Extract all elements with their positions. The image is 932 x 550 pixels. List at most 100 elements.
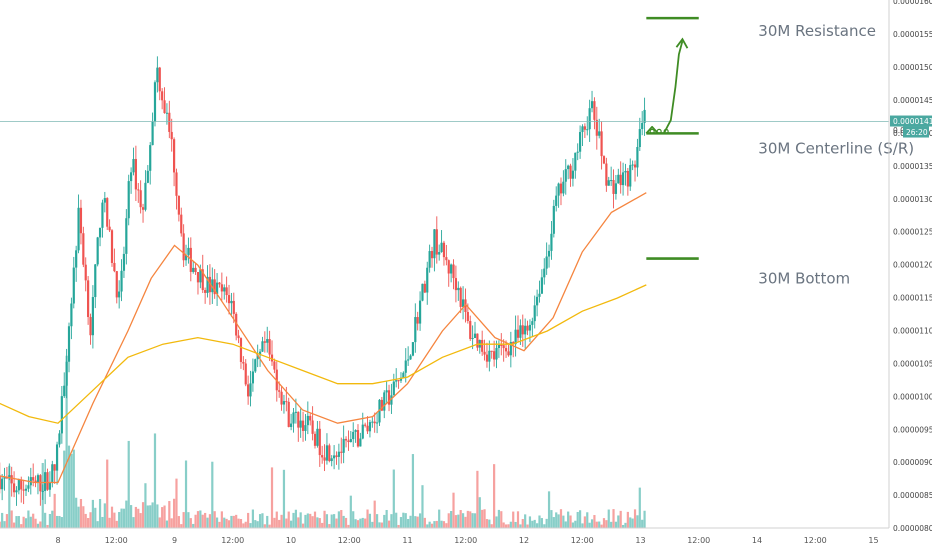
volume-bar — [108, 517, 111, 528]
candle — [536, 289, 539, 317]
volume-bar — [390, 514, 393, 528]
candle — [383, 390, 386, 419]
volume-bar — [110, 506, 114, 528]
candle — [323, 444, 326, 472]
volume-bar — [36, 523, 40, 528]
volume-bar — [461, 513, 465, 528]
volume-bar — [235, 514, 238, 528]
candle — [280, 386, 283, 411]
candle — [218, 281, 221, 288]
candle — [574, 152, 577, 179]
volume-bar — [278, 519, 281, 528]
volume-bar — [258, 514, 262, 528]
candle — [361, 412, 364, 440]
candle — [590, 90, 594, 113]
volume-bar — [170, 518, 173, 528]
volume-bar — [82, 506, 85, 528]
x-tick-label: 12:00 — [338, 536, 361, 545]
volume-bar — [485, 519, 489, 528]
volume-bar — [356, 520, 360, 528]
volume-bar — [450, 511, 453, 528]
volume-bar — [576, 511, 579, 528]
candle — [478, 339, 481, 354]
candle — [158, 66, 161, 101]
volume-bar — [602, 518, 606, 528]
volume-bar — [612, 509, 615, 528]
candle — [36, 473, 40, 495]
volume-bar — [504, 524, 508, 528]
candle — [335, 451, 338, 465]
candle — [538, 280, 541, 303]
x-tick-label: 12:00 — [804, 536, 827, 545]
volume-bar — [139, 513, 142, 528]
candle — [416, 311, 419, 331]
volume-bar — [15, 516, 18, 528]
candle — [380, 396, 383, 412]
candle — [1, 473, 4, 501]
volume-bar — [24, 518, 28, 528]
candle — [101, 199, 104, 238]
volume-bar — [3, 521, 6, 528]
candle — [504, 340, 508, 358]
volume-bar — [471, 513, 474, 528]
volume-bar — [514, 521, 517, 528]
candle — [559, 177, 563, 206]
volume-bar — [428, 521, 431, 528]
x-tick-label: 15 — [868, 536, 878, 545]
candle — [330, 455, 333, 467]
candle — [495, 340, 498, 369]
volume-bar — [239, 518, 243, 528]
x-tick-label: 12:00 — [105, 536, 128, 545]
volume-bar — [182, 512, 185, 528]
candle — [423, 280, 426, 294]
volume-bar — [72, 449, 75, 528]
volume-bar — [304, 514, 307, 528]
volume-bar — [481, 509, 484, 528]
volume-bar — [526, 524, 529, 528]
volume-bar — [84, 513, 87, 528]
volume-bar — [340, 510, 343, 528]
volume-bar — [261, 513, 264, 528]
candle — [163, 87, 166, 114]
candle — [340, 437, 343, 464]
volume-bar — [192, 523, 195, 528]
candle — [433, 228, 436, 272]
volume-bar — [605, 520, 608, 528]
volume-bar — [435, 520, 438, 528]
candle — [344, 436, 348, 448]
volume-bar — [297, 517, 300, 528]
volume-bar — [574, 520, 577, 528]
volume-bar — [196, 511, 200, 528]
volume-bar — [249, 523, 252, 528]
volume-bar — [187, 512, 190, 528]
candle — [414, 303, 417, 353]
volume-bar — [206, 517, 209, 528]
volume-bar — [218, 521, 221, 528]
volume-bar — [631, 518, 634, 528]
x-tick-label: 12 — [519, 536, 529, 545]
candle — [578, 125, 582, 159]
candle — [10, 466, 13, 497]
volume-bar — [375, 514, 379, 528]
candle — [192, 260, 195, 274]
volume-bar — [442, 521, 446, 528]
volume-bar — [325, 514, 329, 528]
candle — [617, 168, 620, 184]
volume-bar — [438, 509, 441, 528]
candle — [457, 281, 460, 301]
candle — [235, 312, 238, 341]
candle — [598, 118, 601, 139]
volume-bar — [378, 522, 381, 528]
volume-bar — [502, 522, 505, 528]
candlesticks — [0, 56, 646, 506]
volume-bar — [366, 509, 369, 528]
volume-bar — [227, 520, 231, 528]
candle — [82, 226, 85, 268]
volume-bar — [610, 521, 613, 528]
